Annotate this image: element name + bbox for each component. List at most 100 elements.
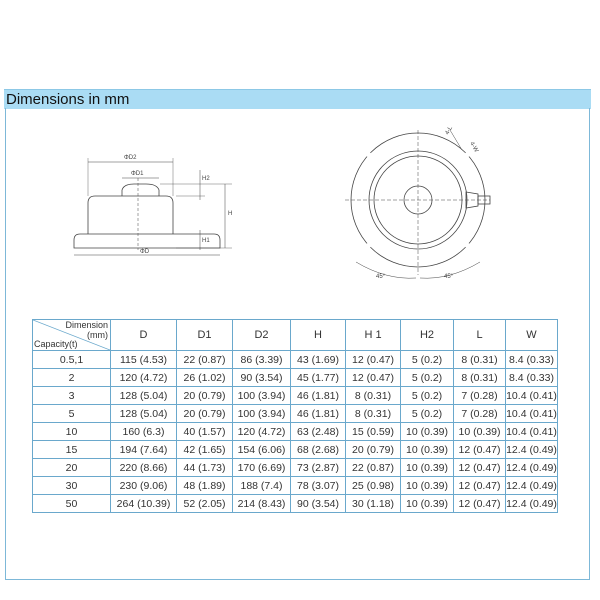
dimension-cell: 43 (1.69)	[290, 350, 346, 369]
dimension-cell: 63 (2.48)	[290, 422, 346, 441]
dimension-cell: 100 (3.94)	[232, 404, 291, 423]
corner-dimension: Dimension	[65, 320, 108, 330]
dimension-cell: 15 (0.59)	[345, 422, 401, 441]
dimension-cell: 8 (0.31)	[345, 386, 401, 405]
capacity-cell: 50	[32, 494, 111, 513]
table-row: 2 120 (4.72) 26 (1.02) 90 (3.54) 45 (1.77) 12…	[32, 368, 558, 387]
dimension-cell: 86 (3.39)	[232, 350, 291, 369]
col-header: D1	[176, 319, 233, 351]
dimension-cell: 78 (3.07)	[290, 476, 346, 495]
dimension-cell: 12.4 (0.49)	[505, 440, 558, 459]
dimension-cell: 22 (0.87)	[345, 458, 401, 477]
capacity-cell: 30	[32, 476, 111, 495]
dimension-cell: 5 (0.2)	[400, 368, 454, 387]
dimension-cell: 73 (2.87)	[290, 458, 346, 477]
table-header-row: Dimension (mm) Capacity(t) D D1 D2 H H 1 …	[32, 319, 558, 351]
dimension-cell: 10 (0.39)	[400, 422, 454, 441]
dimension-cell: 46 (1.81)	[290, 404, 346, 423]
section-title: Dimensions in mm	[6, 91, 130, 108]
label-l: 4-L	[445, 125, 455, 136]
content-frame	[5, 108, 590, 580]
dimension-cell: 220 (8.66)	[110, 458, 177, 477]
dimension-cell: 5 (0.2)	[400, 404, 454, 423]
dimension-cell: 8 (0.31)	[453, 368, 506, 387]
dimension-cell: 10 (0.39)	[453, 422, 506, 441]
col-header: H 1	[345, 319, 401, 351]
dimension-cell: 12.4 (0.49)	[505, 494, 558, 513]
dimension-cell: 7 (0.28)	[453, 404, 506, 423]
dimension-cell: 12 (0.47)	[345, 368, 401, 387]
table-row: 0.5,1 115 (4.53) 22 (0.87) 86 (3.39) 43 (1.6…	[32, 350, 558, 369]
dimension-cell: 26 (1.02)	[176, 368, 233, 387]
table-body: 0.5,1 115 (4.53) 22 (0.87) 86 (3.39) 43 (1.6…	[32, 350, 558, 513]
dimension-cell: 12.4 (0.49)	[505, 476, 558, 495]
label-angle-2: 45°	[444, 274, 454, 280]
label-d1: ΦD1	[131, 171, 144, 177]
dimension-cell: 5 (0.2)	[400, 386, 454, 405]
label-h1: H1	[202, 238, 210, 244]
col-header: L	[453, 319, 506, 351]
dimension-cell: 160 (6.3)	[110, 422, 177, 441]
label-d: ΦD	[140, 249, 150, 255]
capacity-cell: 20	[32, 458, 111, 477]
table-row: 20 220 (8.66) 44 (1.73) 170 (6.69) 73 (2.87)…	[32, 458, 558, 477]
dimension-cell: 194 (7.64)	[110, 440, 177, 459]
table-row: 15 194 (7.64) 42 (1.65) 154 (6.06) 68 (2.68)…	[32, 440, 558, 459]
dimension-cell: 25 (0.98)	[345, 476, 401, 495]
dimension-cell: 20 (0.79)	[345, 440, 401, 459]
dimension-cell: 20 (0.79)	[176, 386, 233, 405]
dimension-cell: 154 (6.06)	[232, 440, 291, 459]
dimension-cell: 22 (0.87)	[176, 350, 233, 369]
label-w: 4-W	[468, 141, 479, 154]
col-header: D2	[232, 319, 291, 351]
dimension-cell: 30 (1.18)	[345, 494, 401, 513]
dimension-cell: 42 (1.65)	[176, 440, 233, 459]
table-row: 50 264 (10.39) 52 (2.05) 214 (8.43) 90 (3.54…	[32, 494, 558, 513]
dimension-cell: 48 (1.89)	[176, 476, 233, 495]
dimension-cell: 214 (8.43)	[232, 494, 291, 513]
dimension-cell: 40 (1.57)	[176, 422, 233, 441]
label-h: H	[228, 211, 232, 217]
dimensions-table: Dimension (mm) Capacity(t) D D1 D2 H H 1 …	[32, 319, 558, 513]
dimension-cell: 10.4 (0.41)	[505, 386, 558, 405]
dimension-cell: 20 (0.79)	[176, 404, 233, 423]
col-header: H2	[400, 319, 454, 351]
dimension-cell: 46 (1.81)	[290, 386, 346, 405]
col-header: H	[290, 319, 346, 351]
col-header: D	[110, 319, 177, 351]
table-row: 5 128 (5.04) 20 (0.79) 100 (3.94) 46 (1.81) 8…	[32, 404, 558, 423]
dimension-cell: 45 (1.77)	[290, 368, 346, 387]
dimension-cell: 170 (6.69)	[232, 458, 291, 477]
dimension-cell: 12 (0.47)	[453, 494, 506, 513]
section-header: Dimensions in mm	[4, 89, 591, 109]
capacity-cell: 5	[32, 404, 111, 423]
dimension-cell: 10.4 (0.41)	[505, 404, 558, 423]
dimension-cell: 128 (5.04)	[110, 404, 177, 423]
capacity-cell: 0.5,1	[32, 350, 111, 369]
table-row: 3 128 (5.04) 20 (0.79) 100 (3.94) 46 (1.81) 8…	[32, 386, 558, 405]
dimension-cell: 7 (0.28)	[453, 386, 506, 405]
dimension-cell: 10 (0.39)	[400, 458, 454, 477]
capacity-cell: 2	[32, 368, 111, 387]
dimension-cell: 12 (0.47)	[345, 350, 401, 369]
col-header: W	[505, 319, 558, 351]
dimension-cell: 90 (3.54)	[232, 368, 291, 387]
dimension-cell: 12.4 (0.49)	[505, 458, 558, 477]
corner-capacity: Capacity(t)	[34, 339, 78, 349]
dimension-cell: 115 (4.53)	[110, 350, 177, 369]
capacity-cell: 10	[32, 422, 111, 441]
dimension-cell: 264 (10.39)	[110, 494, 177, 513]
label-angle-1: 45°	[376, 274, 386, 280]
technical-drawing: ΦD2 ΦD1 ΦD H H1 H2 4-L 4-W 45° 45°	[73, 125, 491, 280]
dimension-cell: 10 (0.39)	[400, 494, 454, 513]
dimension-cell: 68 (2.68)	[290, 440, 346, 459]
dimension-cell: 10 (0.39)	[400, 440, 454, 459]
dimension-cell: 90 (3.54)	[290, 494, 346, 513]
dimension-cell: 188 (7.4)	[232, 476, 291, 495]
capacity-cell: 15	[32, 440, 111, 459]
side-view: ΦD2 ΦD1 ΦD H H1 H2	[73, 155, 232, 256]
label-d2: ΦD2	[124, 155, 137, 161]
capacity-cell: 3	[32, 386, 111, 405]
dimension-cell: 8.4 (0.33)	[505, 350, 558, 369]
dimension-cell: 8 (0.31)	[345, 404, 401, 423]
